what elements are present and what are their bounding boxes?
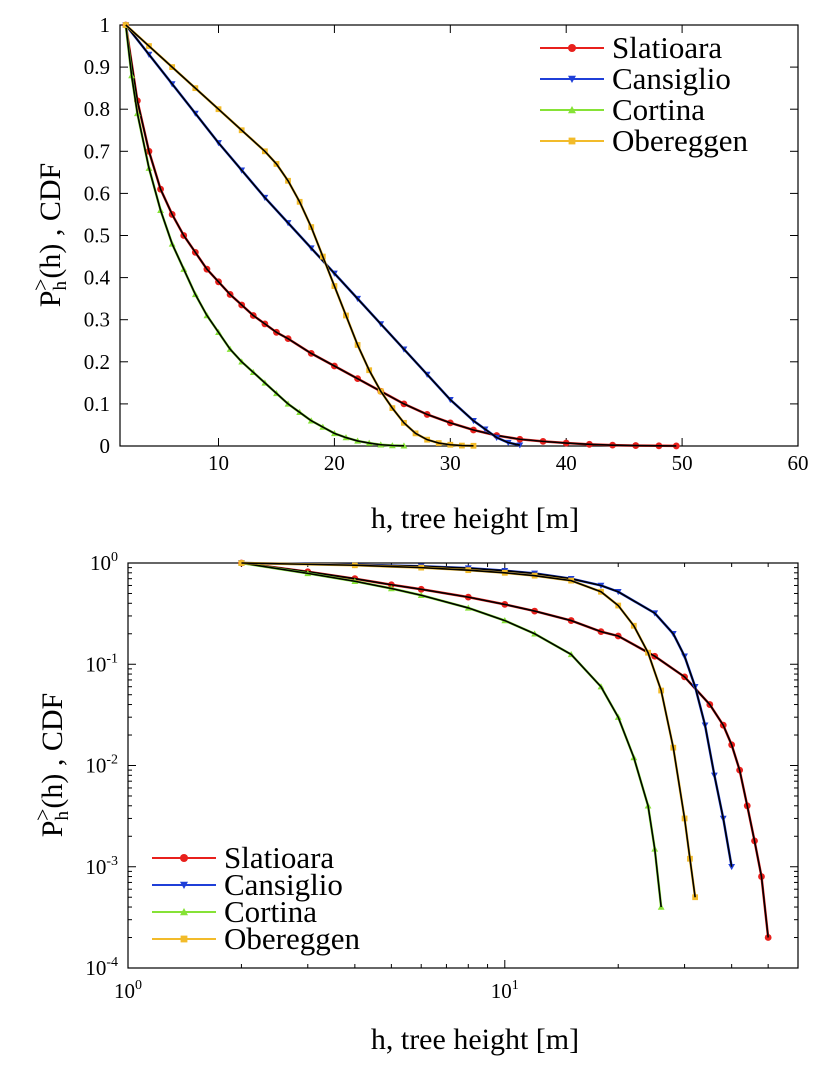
y-tick-label: 0.1 (84, 392, 110, 416)
fit-curve-slatioara (241, 562, 769, 938)
legend-marker-slatioara (180, 854, 188, 862)
legend-label-slatioara: Slatioara (612, 30, 722, 65)
fit-curve-slatioara (125, 24, 677, 447)
x-tick-label: 20 (324, 451, 345, 475)
fit-curve-cortina (125, 24, 404, 447)
fit-curve-cortina (241, 562, 662, 908)
fit-curve-obereggen (125, 24, 474, 447)
x-tick-label: 50 (672, 451, 693, 475)
x-tick-label: 100 (114, 978, 142, 1003)
data-point-cansiglio (728, 864, 736, 871)
y-tick-label: 0.7 (84, 139, 110, 163)
data-point-cansiglio (516, 442, 524, 449)
series-slatioara (238, 559, 772, 941)
series-cansiglio (238, 560, 736, 871)
series-line-cansiglio (241, 561, 733, 867)
x-axis-title: h, tree height [m] (371, 502, 579, 535)
y-tick-label: 0.8 (84, 97, 110, 121)
y-tick-label: 0.5 (84, 224, 110, 248)
y-tick-label: 1 (100, 13, 111, 37)
series-line-slatioara (124, 24, 677, 448)
y-tick-label: 10-3 (85, 854, 118, 879)
x-tick-label: 30 (440, 451, 461, 475)
legend-marker-slatioara (568, 44, 576, 52)
x-tick-label: 101 (491, 978, 519, 1003)
y-axis-title: Ph>(h) , CDF (28, 163, 71, 307)
x-tick-label: 40 (556, 451, 577, 475)
y-tick-label: 0.2 (84, 350, 110, 374)
legend-label-obereggen: Obereggen (224, 921, 360, 956)
loglog-cdf-chart: 100 101 100 10-1 10-2 10-3 10-4 SlatioaraCansig… (30, 550, 799, 1056)
legend-marker-cansiglio (180, 881, 188, 889)
y-tick-label: 100 (90, 550, 118, 575)
legend-label-cansiglio: Cansiglio (224, 867, 343, 902)
series-cansiglio (122, 22, 524, 449)
legend-marker-cortina (180, 908, 188, 916)
x-axis-title: h, tree height [m] (371, 1023, 579, 1056)
legend-marker-cortina (568, 106, 576, 114)
series-cortina (122, 21, 408, 449)
y-tick-label: 0.9 (84, 55, 110, 79)
legend-marker-obereggen (568, 137, 576, 145)
legend-marker-cansiglio (568, 75, 576, 83)
y-tick-label: 0.3 (84, 308, 110, 332)
fit-curve-cansiglio (241, 562, 733, 867)
fit-curve-cansiglio (125, 24, 521, 446)
fit-curve-obereggen (241, 562, 696, 898)
legend-marker-obereggen (180, 935, 188, 943)
linear-cdf-chart: 10 20 30 40 50 60 0 0.1 0.2 0.3 0.4 0.5 0.6 0.7 0.8 0.9… (28, 13, 809, 535)
y-tick-label: 10-4 (85, 955, 118, 980)
y-axis-title: Ph>(h) , CDF (30, 693, 73, 837)
y-tick-label: 10-1 (85, 651, 118, 676)
series-slatioara (122, 21, 680, 450)
series-obereggen (122, 22, 477, 449)
series-cortina (238, 559, 665, 910)
x-tick-label: 60 (788, 451, 809, 475)
y-tick-label: 0.4 (84, 266, 111, 290)
legend-label-slatioara: Slatioara (224, 840, 334, 875)
legend-label-cansiglio: Cansiglio (612, 61, 731, 96)
y-tick-label: 10-2 (85, 753, 118, 778)
legend-label-cortina: Cortina (224, 894, 317, 929)
y-tick-label: 0.6 (84, 181, 110, 205)
series-obereggen (238, 560, 699, 901)
legend-label-cortina: Cortina (612, 92, 705, 127)
y-tick-label: 0 (100, 434, 111, 458)
legend-label-obereggen: Obereggen (612, 123, 748, 158)
x-tick-label: 10 (208, 451, 229, 475)
